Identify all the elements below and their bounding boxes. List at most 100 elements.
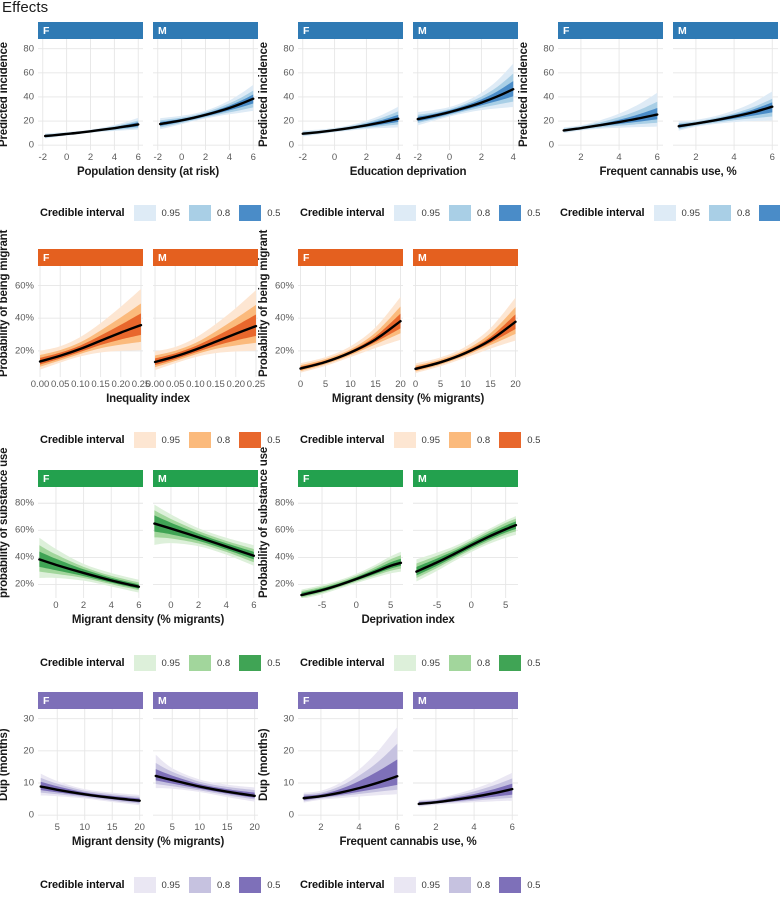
legend-swatch-0-8[interactable] [449,432,471,448]
legend-swatch-0-95[interactable] [133,432,156,448]
legend-swatch-0-5[interactable] [759,205,780,221]
y-tick-label: 40 [543,91,554,103]
y-tick-label: 60% [274,524,294,536]
credible-interval-band [418,778,513,806]
mean-line [414,320,517,371]
credible-interval-band [563,101,658,133]
legend-swatch-0-95[interactable] [393,655,416,671]
legend-title: Credible interval [40,879,125,891]
plot-area [153,39,258,150]
y-tick-label: 20 [543,115,554,127]
x-tick-label: 6 [509,822,515,833]
legend-label: 0.8 [217,207,231,219]
x-axis-title: Population density (at risk) [76,166,219,178]
plot-area [298,39,403,150]
legend-swatch-0-95[interactable] [133,877,156,893]
legend-swatch-0-8[interactable] [189,877,211,893]
x-tick-label: 2 [87,152,94,163]
legend-swatch-0-95[interactable] [393,205,416,221]
legend-swatch-0-8[interactable] [189,432,211,448]
legend-swatch-0-5[interactable] [239,655,262,671]
facet-strip-label: M [153,249,258,266]
y-tick-label: 20% [274,578,294,590]
x-tick-label: 4 [616,152,622,163]
facet-panel-female: F -2 0 2 4 [298,22,403,163]
x-tick-label: 15 [221,822,233,833]
credible-interval-band [40,303,141,367]
facet-panel-male: M 2 4 6 [673,22,778,163]
facet-panel-male: M 0 2 4 6 [153,470,258,611]
mean-line [301,117,400,135]
facet-panel-male: M 0.00 0.05 0.10 0.15 0.20 0.25 [146,249,265,390]
legend-swatch-0-95[interactable] [393,877,416,893]
x-tick-label: -2 [38,152,47,163]
legend-swatch-0-5[interactable] [239,432,262,448]
x-axis-labels: 0.00 0.05 0.10 0.15 0.20 0.25 [31,379,150,391]
legend-swatch-0-5[interactable] [499,655,522,671]
legend-swatch-0-95[interactable] [393,432,416,448]
x-tick-label: 2 [433,822,439,833]
x-tick-label: 4 [223,600,229,611]
mean-line [415,523,518,573]
facet-panel-male: M 5 10 15 20 [153,692,260,833]
x-tick-label: 10 [345,379,356,390]
x-tick-label: 6 [769,152,775,163]
x-tick-label: -5 [317,600,327,611]
x-tick-label: 4 [471,822,477,833]
y-tick-label: 40% [14,551,34,563]
legend-swatch-0-5[interactable] [499,877,522,893]
legend-title: Credible interval [40,434,125,446]
y-tick-label: 60 [543,67,554,79]
x-tick-label: 0.15 [206,379,225,390]
x-axis-labels: -2 0 2 4 [413,152,518,164]
legend-swatch-0-95[interactable] [133,205,156,221]
legend-swatch-0-8[interactable] [709,205,731,221]
legend-swatch-0-8[interactable] [449,655,471,671]
mean-line [416,87,515,121]
legend-swatch-0-95[interactable] [653,205,676,221]
mean-line [300,561,403,597]
x-tick-label: 2 [195,600,202,611]
credible-interval-band [160,90,254,128]
y-axis-labels: 20% 40% 60% [0,266,34,377]
legend-swatch-0-5[interactable] [239,877,262,893]
y-tick-label: 20 [23,115,34,127]
legend-label: 0.5 [527,657,541,669]
legend-label: 0.8 [477,657,491,669]
x-tick-label: 2 [693,152,699,163]
y-tick-label: 0 [28,809,34,821]
facet-strip-label: F [298,692,403,709]
legend-swatch-0-8[interactable] [189,205,211,221]
x-axis-title: Education deprivation [349,166,467,178]
legend-swatch-0-5[interactable] [239,205,262,221]
x-tick-label: 0 [446,152,453,163]
facet-panel-female: F 0 2 4 6 [38,470,143,611]
legend-swatch-0-95[interactable] [133,655,156,671]
x-tick-label: 4 [111,152,118,163]
legend-swatch-0-8[interactable] [449,877,471,893]
plot-area [298,709,403,820]
facet-strip-label: M [153,22,258,39]
y-tick-label: 60 [283,67,294,79]
legend-swatch-0-8[interactable] [449,205,471,221]
legend-swatch-0-8[interactable] [189,655,211,671]
legend-swatch-0-5[interactable] [499,432,522,448]
x-tick-label: 4 [731,152,737,163]
y-axis-labels: 20% 40% 60% [260,266,294,377]
credible-interval-legend: Credible interval 0.95 0.8 0.5 [40,655,289,671]
chart-substance-migrant-density: probability of substance use 20% 40% 60% 80%… [0,448,258,632]
chart-dup-cannabis-use: Dup (months) 0 10 20 30 F 2 4 6 M 2 4 6 Frequent cann… [258,692,518,854]
x-axis-title: Deprivation index [361,614,455,626]
legend-label: 0.5 [527,879,541,891]
legend-swatch-0-5[interactable] [499,205,522,221]
legend-label: 0.95 [421,879,441,891]
credible-interval-band [301,555,401,598]
x-tick-label: 6 [136,600,142,611]
facet-strip-label: M [413,692,518,709]
facet-strip-label: F [38,692,143,709]
x-tick-label: 2 [80,600,87,611]
x-tick-label: 2 [318,822,324,833]
x-axis-title: Frequent cannabis use, % [599,166,737,178]
x-tick-label: 0.25 [131,379,151,390]
mean-line [39,785,141,802]
